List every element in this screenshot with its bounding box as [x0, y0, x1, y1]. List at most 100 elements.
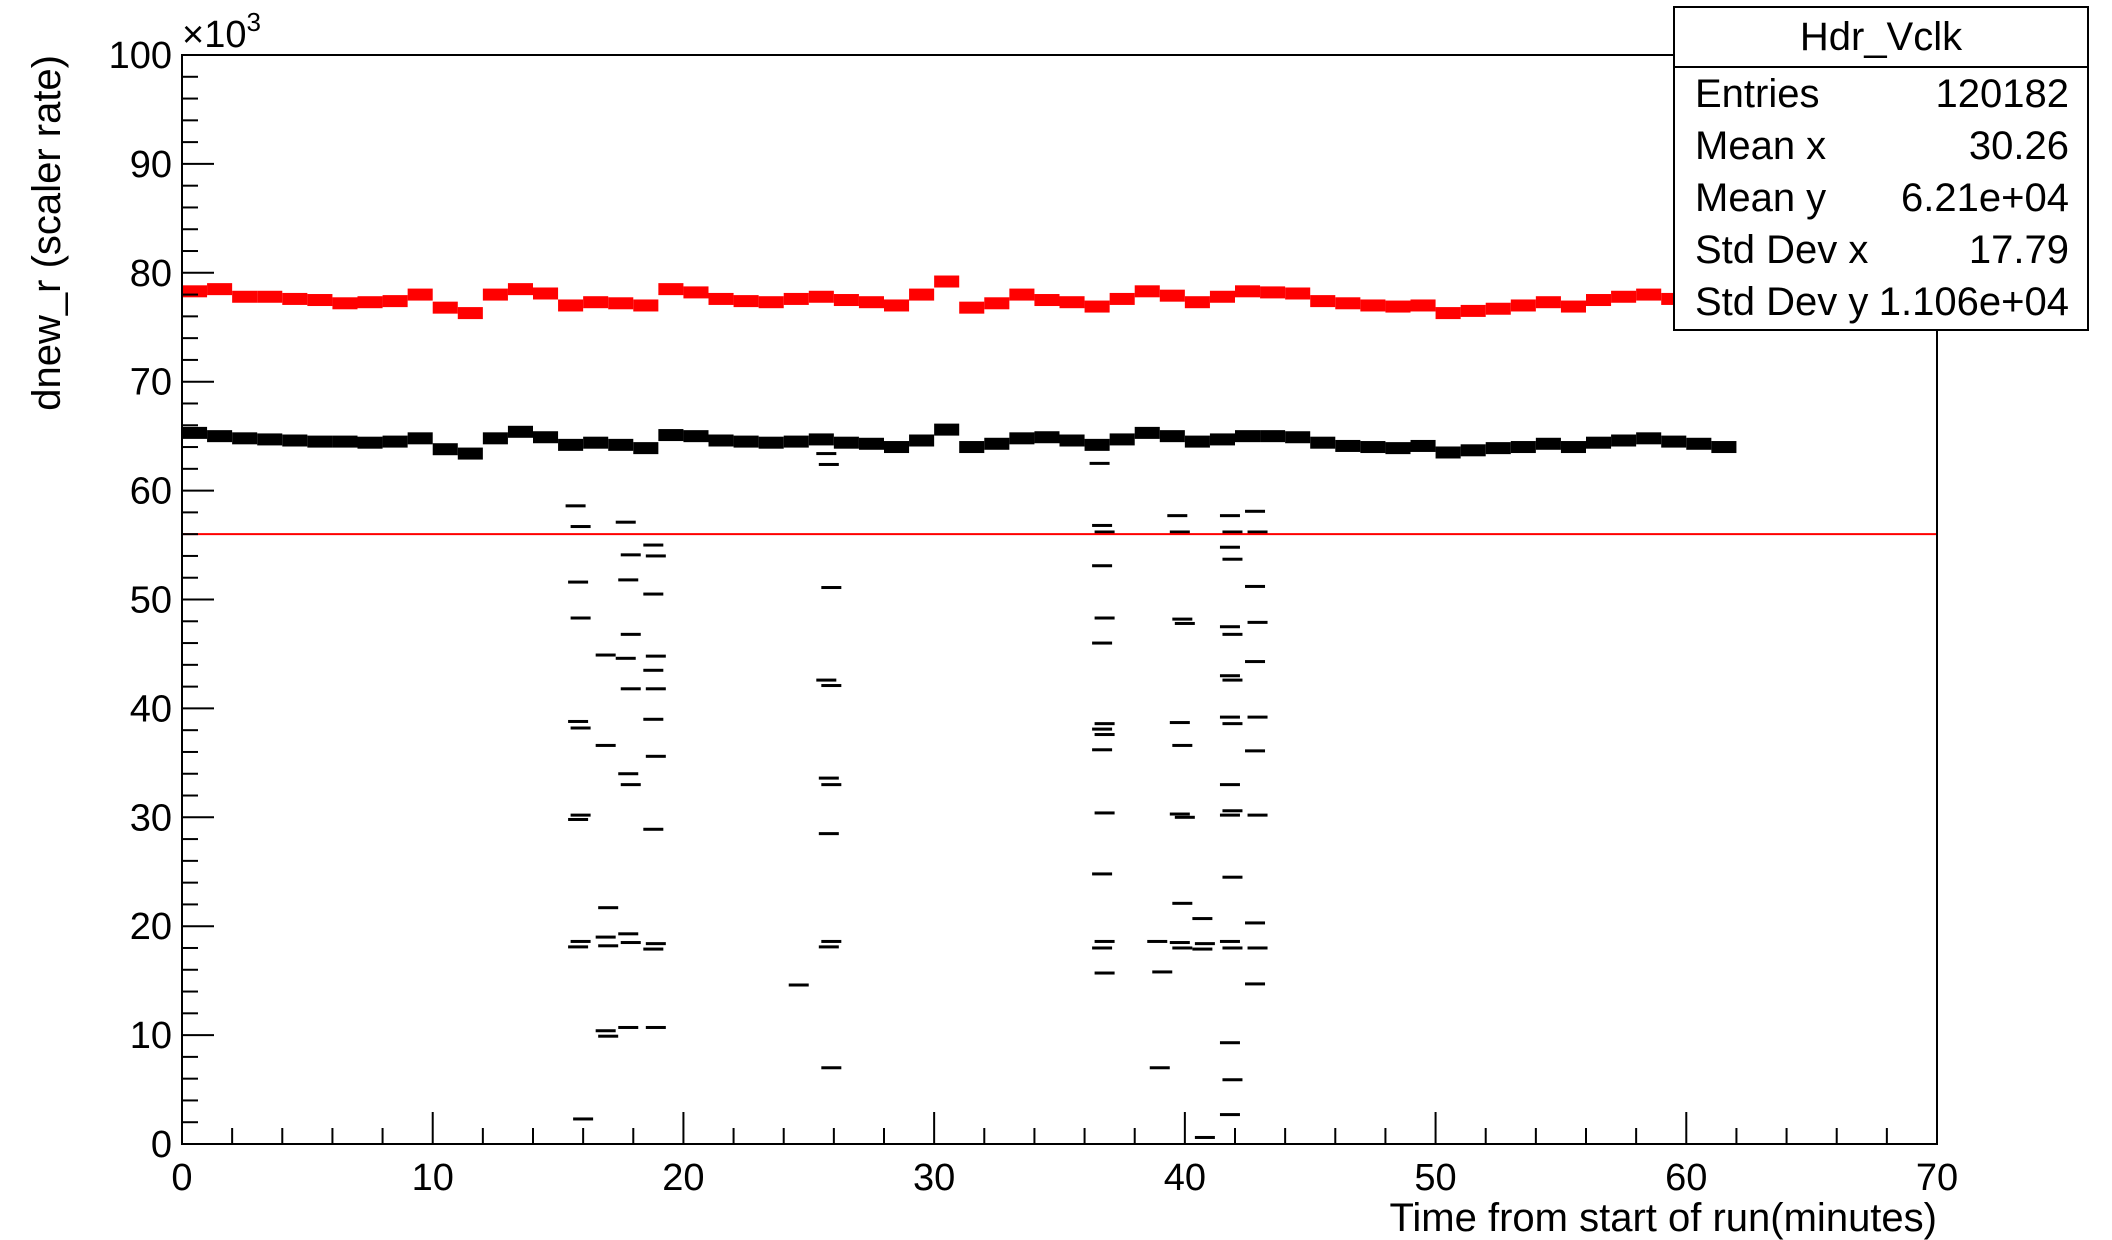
stats-value: 30.26	[1968, 124, 2069, 168]
data-point	[618, 932, 639, 936]
data-point	[1219, 1041, 1240, 1045]
data-point	[633, 299, 659, 312]
data-point	[821, 783, 842, 787]
data-point	[733, 435, 759, 448]
data-point	[1485, 442, 1511, 455]
data-point	[658, 429, 684, 442]
x-tick-label: 40	[1164, 1157, 1206, 1199]
stats-value: 17.79	[1968, 228, 2069, 272]
data-point	[382, 295, 408, 308]
y-tick-label: 30	[130, 797, 172, 839]
data-point	[1586, 436, 1612, 449]
data-point	[1222, 809, 1243, 813]
data-point	[1636, 432, 1662, 445]
data-point	[1245, 982, 1266, 986]
data-point	[570, 616, 591, 620]
data-point	[1460, 304, 1486, 317]
x-tick-label: 20	[662, 1157, 704, 1199]
data-point	[598, 944, 619, 948]
data-point	[1219, 514, 1240, 518]
data-point	[558, 438, 584, 451]
y-tick-label: 10	[130, 1015, 172, 1057]
y-axis-label: dnew_r (scaler rate)	[25, 55, 69, 411]
data-point	[573, 1117, 594, 1121]
data-marks	[182, 275, 1837, 1139]
data-point	[1686, 437, 1712, 450]
data-point	[620, 632, 641, 636]
data-point	[1636, 288, 1662, 301]
data-point	[909, 288, 935, 301]
data-point	[1219, 674, 1240, 678]
data-point	[307, 435, 333, 448]
data-point	[783, 435, 809, 448]
data-point	[658, 283, 684, 296]
stats-row: Entries 120182	[1675, 68, 2087, 120]
data-point	[558, 299, 584, 312]
data-point	[808, 290, 834, 303]
data-point	[1092, 564, 1113, 568]
data-point	[959, 441, 985, 454]
data-point	[595, 935, 616, 939]
data-point	[608, 438, 634, 451]
data-point	[1385, 300, 1411, 313]
data-point	[1385, 442, 1411, 455]
data-point	[620, 783, 641, 787]
data-point	[1169, 941, 1190, 945]
data-point	[1510, 441, 1536, 454]
data-point	[570, 726, 591, 730]
data-point	[1092, 748, 1113, 752]
data-point	[1159, 430, 1185, 443]
data-point	[1034, 294, 1060, 307]
data-point	[1235, 430, 1261, 443]
data-point	[1219, 715, 1240, 719]
data-point	[1611, 434, 1637, 447]
data-point	[1219, 545, 1240, 549]
data-point	[1094, 616, 1115, 620]
data-point	[507, 283, 533, 296]
data-point	[615, 520, 636, 524]
data-point	[645, 654, 666, 658]
data-point	[533, 431, 559, 444]
stats-row: Std Dev x 17.79	[1675, 224, 2087, 276]
stats-value: 1.106e+04	[1878, 280, 2069, 324]
data-point	[1172, 617, 1193, 621]
data-point	[643, 592, 664, 596]
data-point	[1245, 921, 1266, 925]
series-2	[565, 452, 1268, 1139]
x-tick-label: 10	[412, 1157, 454, 1199]
data-point	[645, 754, 666, 758]
data-point	[758, 296, 784, 309]
data-point	[1084, 300, 1110, 313]
data-point	[858, 296, 884, 309]
data-point	[816, 678, 837, 682]
data-point	[608, 297, 634, 310]
data-point	[1410, 299, 1436, 312]
data-point	[382, 435, 408, 448]
data-point	[1172, 946, 1193, 950]
data-point	[818, 462, 839, 466]
data-point	[909, 434, 935, 447]
data-point	[1219, 813, 1240, 817]
data-point	[1149, 1066, 1170, 1070]
data-point	[1167, 514, 1188, 518]
stats-label: Mean y	[1695, 176, 1827, 220]
data-point	[959, 301, 985, 314]
stats-label: Std Dev y	[1695, 280, 1869, 324]
data-point	[1560, 441, 1586, 454]
data-point	[407, 432, 433, 445]
data-point	[482, 432, 508, 445]
data-point	[1092, 727, 1113, 731]
data-point	[332, 435, 358, 448]
y-tick-label: 50	[130, 580, 172, 622]
y-tick-label: 0	[151, 1124, 172, 1166]
data-point	[1169, 721, 1190, 725]
data-point	[583, 296, 609, 309]
data-point	[1360, 441, 1386, 454]
data-point	[1134, 285, 1160, 298]
stats-row: Mean y 6.21e+04	[1675, 172, 2087, 224]
data-point	[1285, 431, 1311, 444]
data-point	[507, 425, 533, 438]
y-tick-label: 40	[130, 688, 172, 730]
data-point	[1611, 290, 1637, 303]
data-point	[1435, 446, 1461, 459]
